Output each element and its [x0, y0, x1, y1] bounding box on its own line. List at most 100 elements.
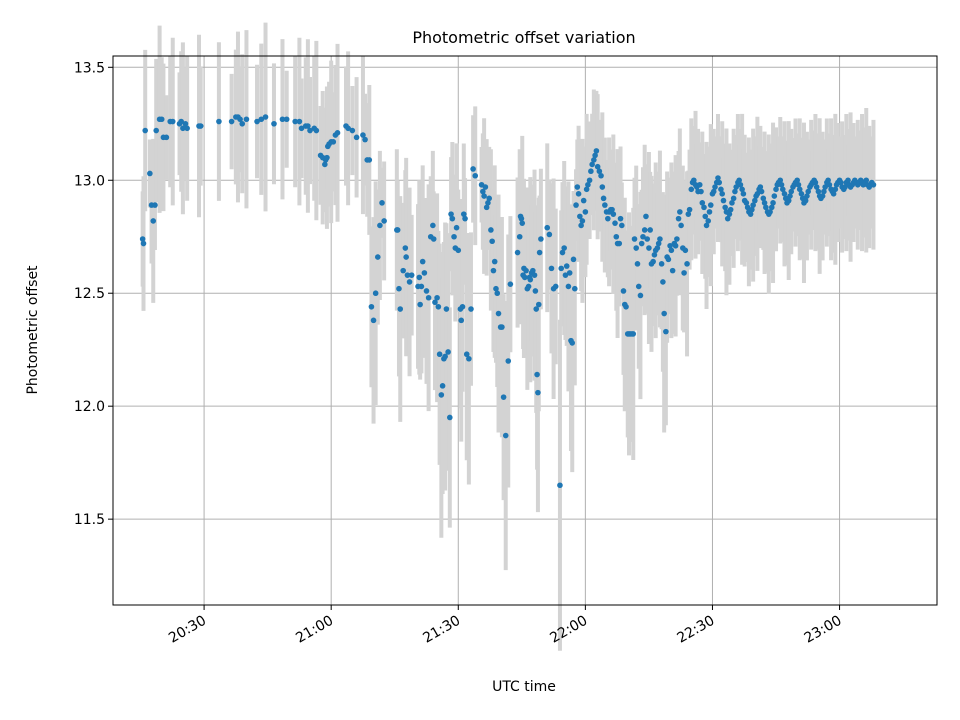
data-point — [396, 285, 402, 292]
data-point — [366, 157, 373, 163]
data-point — [430, 236, 437, 242]
data-point — [760, 195, 767, 202]
data-point — [580, 197, 587, 204]
data-point — [819, 193, 826, 199]
data-point — [178, 118, 185, 125]
error-bars — [140, 22, 876, 651]
data-point — [763, 204, 769, 211]
data-point — [442, 353, 448, 360]
data-point — [262, 114, 269, 120]
data-point — [591, 157, 597, 163]
data-point — [710, 188, 717, 195]
x-axis-label: UTC time — [492, 679, 556, 695]
data-point — [718, 186, 724, 193]
data-point — [518, 215, 525, 222]
x-tick-label: 22:30 — [675, 613, 718, 647]
data-point — [349, 127, 356, 134]
data-point — [644, 236, 651, 242]
data-point — [578, 222, 584, 229]
data-point — [726, 211, 733, 217]
data-point — [370, 317, 377, 324]
data-point — [216, 118, 222, 125]
data-point — [712, 184, 718, 190]
data-point — [322, 161, 328, 168]
data-point — [702, 213, 709, 220]
data-point — [570, 256, 577, 263]
data-point — [754, 191, 761, 197]
data-point — [778, 181, 785, 188]
data-point — [770, 200, 776, 206]
data-point — [531, 272, 538, 278]
data-point — [688, 186, 695, 193]
data-point — [620, 288, 627, 294]
data-point — [307, 127, 313, 134]
data-point — [150, 218, 157, 224]
data-point — [715, 175, 721, 181]
data-point — [600, 195, 607, 202]
data-point — [514, 249, 521, 256]
data-point — [729, 200, 735, 206]
x-axis-ticks: 20:30 21:00 21:30 22:00 22:30 23:00 — [166, 605, 845, 647]
data-point — [565, 283, 572, 290]
data-point — [182, 120, 189, 127]
data-point — [826, 181, 833, 188]
data-point — [619, 222, 625, 229]
data-point — [362, 136, 368, 143]
data-point — [630, 331, 637, 337]
data-point — [757, 184, 764, 190]
data-point — [258, 116, 265, 123]
data-point — [651, 252, 658, 258]
data-point — [785, 197, 792, 204]
data-point — [254, 118, 260, 125]
data-point — [634, 261, 641, 267]
data-point — [447, 414, 453, 421]
data-point — [557, 482, 563, 489]
data-point — [804, 193, 810, 199]
data-point — [482, 184, 489, 190]
data-point — [646, 245, 652, 251]
data-point — [641, 227, 648, 233]
data-point — [436, 351, 443, 358]
data-point — [787, 193, 793, 199]
data-point — [449, 215, 456, 222]
data-point — [720, 197, 727, 204]
data-point — [668, 247, 675, 254]
data-points — [139, 114, 877, 489]
data-point — [838, 179, 844, 186]
data-point — [672, 242, 679, 249]
data-point — [655, 240, 662, 247]
data-point — [394, 227, 401, 233]
data-point — [677, 209, 683, 215]
data-point — [863, 177, 870, 184]
data-point — [617, 215, 624, 222]
data-point — [724, 215, 731, 222]
data-point — [722, 204, 728, 211]
data-point — [152, 202, 158, 208]
data-point — [423, 288, 430, 294]
data-point — [609, 206, 615, 213]
data-point — [296, 118, 303, 125]
data-point — [696, 181, 703, 188]
data-point — [495, 310, 502, 317]
data-point — [768, 204, 775, 211]
data-point — [686, 206, 693, 213]
y-tick-label: 13.0 — [74, 173, 105, 189]
data-point — [169, 118, 176, 125]
data-point — [743, 200, 750, 206]
data-point — [480, 188, 486, 195]
data-point — [523, 267, 529, 274]
data-point — [821, 188, 827, 195]
data-point — [777, 177, 784, 184]
data-point — [640, 233, 646, 240]
data-point — [716, 179, 723, 186]
data-point — [458, 317, 465, 324]
data-point — [490, 267, 497, 274]
data-point — [586, 177, 593, 184]
data-point — [558, 265, 565, 272]
data-point — [684, 261, 690, 267]
data-point — [654, 245, 661, 251]
data-point — [647, 227, 653, 233]
data-point — [408, 272, 415, 278]
data-point — [658, 261, 665, 267]
